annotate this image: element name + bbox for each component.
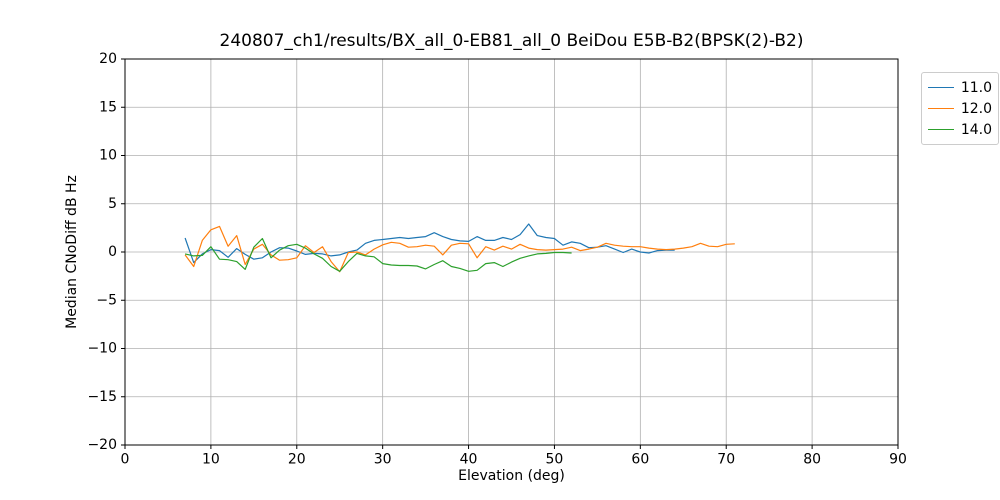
x-tick-label: 80 [803,452,821,468]
x-tick-label: 30 [374,452,392,468]
y-tick-label: −5 [96,292,117,308]
y-tick-label: 0 [108,244,117,260]
series-line-1 [184,225,735,273]
y-axis-label: Median CNoDiff dB Hz [64,175,80,329]
y-tick-label: −10 [87,341,117,357]
y-tick-label: 20 [99,51,117,67]
legend: 11.0 12.0 14.0 [921,72,999,145]
series-line-0 [184,223,675,264]
x-tick-label: 60 [631,452,649,468]
y-tick-label: −15 [87,389,117,405]
x-tick-label: 40 [460,452,478,468]
y-tick-label: 10 [99,148,117,164]
y-tick-label: 15 [99,99,117,115]
legend-item-label: 11.0 [960,79,992,96]
legend-item: 11.0 [928,77,992,98]
legend-item-label: 12.0 [960,100,992,117]
legend-line-sample [928,108,954,109]
x-tick-label: 20 [288,452,306,468]
legend-item: 14.0 [928,119,992,140]
x-tick-label: 50 [546,452,564,468]
legend-line-sample [928,87,954,88]
x-tick-label: 70 [717,452,735,468]
chart-title: 240807_ch1/results/BX_all_0-EB81_all_0 B… [219,31,804,51]
x-tick-label: 10 [202,452,220,468]
x-tick-label: 90 [889,452,907,468]
legend-item: 12.0 [928,98,992,119]
legend-item-label: 14.0 [960,121,992,138]
x-tick-label: 0 [121,452,130,468]
y-tick-label: −20 [87,437,117,453]
series-line-2 [184,237,572,272]
legend-line-sample [928,129,954,130]
y-tick-label: 5 [108,196,117,212]
x-axis-label: Elevation (deg) [458,468,565,484]
